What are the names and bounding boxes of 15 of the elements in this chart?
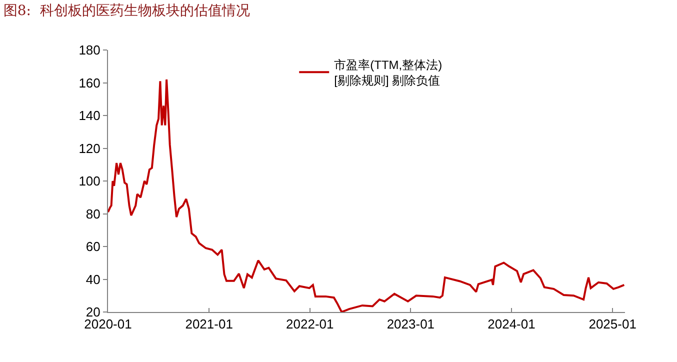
x-tick-label: 2022-01 <box>286 316 334 332</box>
legend-label: 市盈率(TTM,整体法) [剔除规则] 剔除负值 <box>334 58 442 88</box>
y-tick-label: 100 <box>78 174 100 189</box>
y-tick-label: 40 <box>86 272 100 287</box>
x-tick-label: 2024-01 <box>488 316 536 332</box>
y-tick-label: 80 <box>86 206 100 222</box>
y-tick-label: 120 <box>78 140 100 156</box>
y-tick-label: 180 <box>78 42 100 58</box>
x-tick-label: 2025-01 <box>588 316 636 332</box>
y-tick-label: 140 <box>78 108 100 124</box>
chart-title: 图8: 科创板的医药生物板块的估值情况 <box>3 3 250 20</box>
y-tick-label: 60 <box>86 239 100 254</box>
x-tick-label: 2023-01 <box>386 316 435 332</box>
y-tick-label: 160 <box>78 75 100 90</box>
x-tick-label: 2021-01 <box>185 316 233 332</box>
